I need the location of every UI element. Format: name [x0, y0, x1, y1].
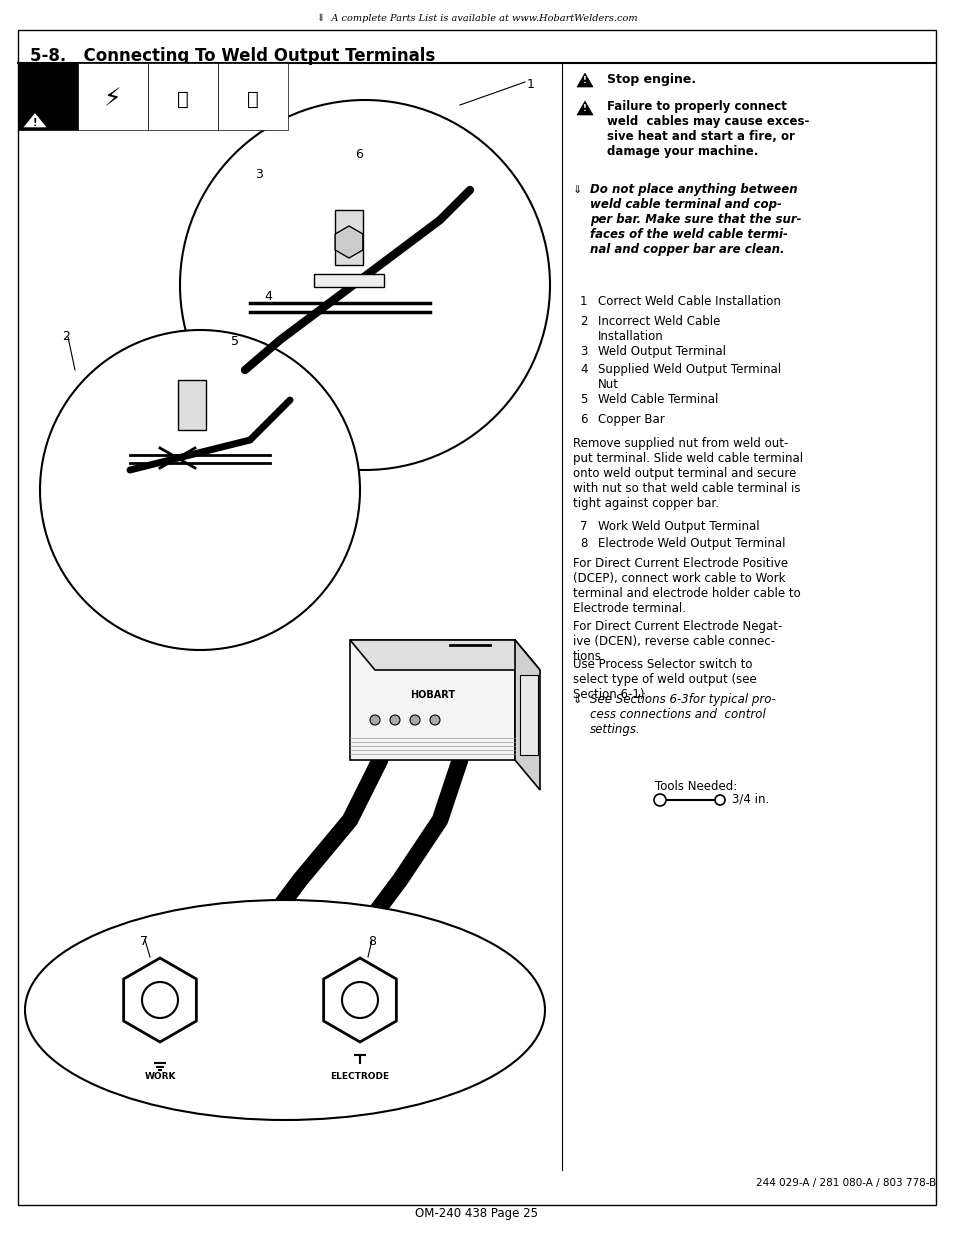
Text: Remove supplied nut from weld out-
put terminal. Slide weld cable terminal
onto : Remove supplied nut from weld out- put t… [573, 437, 802, 510]
Text: 3/4 in.: 3/4 in. [731, 793, 768, 806]
Bar [18, 63, 78, 130]
Circle shape [40, 330, 359, 650]
Polygon shape [515, 640, 539, 790]
Polygon shape [350, 640, 539, 671]
Bar [148, 63, 218, 130]
Text: 6: 6 [579, 412, 587, 426]
Text: Stop engine.: Stop engine. [606, 73, 696, 86]
Circle shape [654, 794, 665, 806]
Bar [350, 640, 515, 760]
Text: 2: 2 [579, 315, 587, 329]
Bar [314, 274, 384, 287]
Text: Weld Cable Terminal: Weld Cable Terminal [598, 393, 718, 406]
Text: Tools Needed:: Tools Needed: [655, 781, 737, 793]
Polygon shape [577, 101, 593, 115]
Text: 7: 7 [579, 520, 587, 534]
Circle shape [370, 715, 379, 725]
Text: 5: 5 [579, 393, 587, 406]
Text: 244 029-A / 281 080-A / 803 778-B: 244 029-A / 281 080-A / 803 778-B [755, 1178, 935, 1188]
Bar [218, 63, 288, 130]
Text: ⇓: ⇓ [573, 695, 581, 705]
Text: Do not place anything between
weld cable terminal and cop-
per bar. Make sure th: Do not place anything between weld cable… [589, 183, 801, 256]
Text: Weld Output Terminal: Weld Output Terminal [598, 345, 725, 358]
Circle shape [142, 982, 178, 1018]
Text: ⇓: ⇓ [573, 185, 581, 195]
Polygon shape [335, 226, 362, 258]
Text: OM-240 438 Page 25: OM-240 438 Page 25 [416, 1207, 537, 1220]
Text: 🔥: 🔥 [177, 89, 189, 109]
Circle shape [180, 100, 550, 471]
Text: 2: 2 [62, 330, 70, 343]
Text: 6: 6 [355, 148, 362, 161]
Polygon shape [124, 958, 196, 1042]
Circle shape [410, 715, 419, 725]
Text: ELECTRODE: ELECTRODE [330, 1072, 389, 1081]
Circle shape [714, 795, 724, 805]
Text: 3: 3 [579, 345, 587, 358]
Text: 4: 4 [579, 363, 587, 375]
Text: WORK: WORK [144, 1072, 175, 1081]
Text: Use Process Selector switch to
select type of weld output (see
Section 6-1).: Use Process Selector switch to select ty… [573, 658, 756, 701]
Text: Copper Bar: Copper Bar [598, 412, 664, 426]
Text: 5-8.   Connecting To Weld Output Terminals: 5-8. Connecting To Weld Output Terminals [30, 47, 435, 65]
Text: 7: 7 [140, 935, 148, 948]
Text: 3: 3 [254, 168, 263, 182]
Text: Correct Weld Cable Installation: Correct Weld Cable Installation [598, 295, 781, 308]
Text: For Direct Current Electrode Negat-
ive (DCEN), reverse cable connec-
tions: For Direct Current Electrode Negat- ive … [573, 620, 781, 663]
Text: 8: 8 [579, 537, 587, 550]
Text: For Direct Current Electrode Positive
(DCEP), connect work cable to Work
termina: For Direct Current Electrode Positive (D… [573, 557, 800, 615]
Polygon shape [22, 112, 48, 128]
Text: Electrode Weld Output Terminal: Electrode Weld Output Terminal [598, 537, 784, 550]
Bar [78, 63, 148, 130]
Bar [178, 380, 206, 430]
Circle shape [341, 982, 377, 1018]
Text: ⇓  A complete Parts List is available at www.HobartWelders.com: ⇓ A complete Parts List is available at … [316, 14, 637, 23]
Text: 5: 5 [231, 335, 239, 348]
Text: Failure to properly connect
weld  cables may cause exces-
sive heat and start a : Failure to properly connect weld cables … [606, 100, 808, 158]
Text: 1: 1 [526, 78, 535, 91]
Circle shape [390, 715, 399, 725]
Text: !: ! [582, 77, 586, 85]
Text: 〜: 〜 [247, 89, 258, 109]
Text: 1: 1 [579, 295, 587, 308]
Text: See Sections 6-3for typical pro-
cess connections and  control
settings.: See Sections 6-3for typical pro- cess co… [589, 693, 775, 736]
Text: HOBART: HOBART [410, 690, 456, 700]
Polygon shape [577, 73, 593, 86]
Ellipse shape [25, 900, 544, 1120]
Bar [519, 676, 537, 755]
Text: 4: 4 [264, 290, 272, 303]
Polygon shape [323, 958, 395, 1042]
Text: ⚡: ⚡ [104, 86, 122, 111]
Circle shape [430, 715, 439, 725]
Bar [335, 210, 363, 266]
Text: Work Weld Output Terminal: Work Weld Output Terminal [598, 520, 759, 534]
Text: 8: 8 [368, 935, 375, 948]
Text: Incorrect Weld Cable
Installation: Incorrect Weld Cable Installation [598, 315, 720, 343]
Text: !: ! [582, 104, 586, 114]
Text: !: ! [32, 119, 37, 128]
Text: Supplied Weld Output Terminal
Nut: Supplied Weld Output Terminal Nut [598, 363, 781, 391]
